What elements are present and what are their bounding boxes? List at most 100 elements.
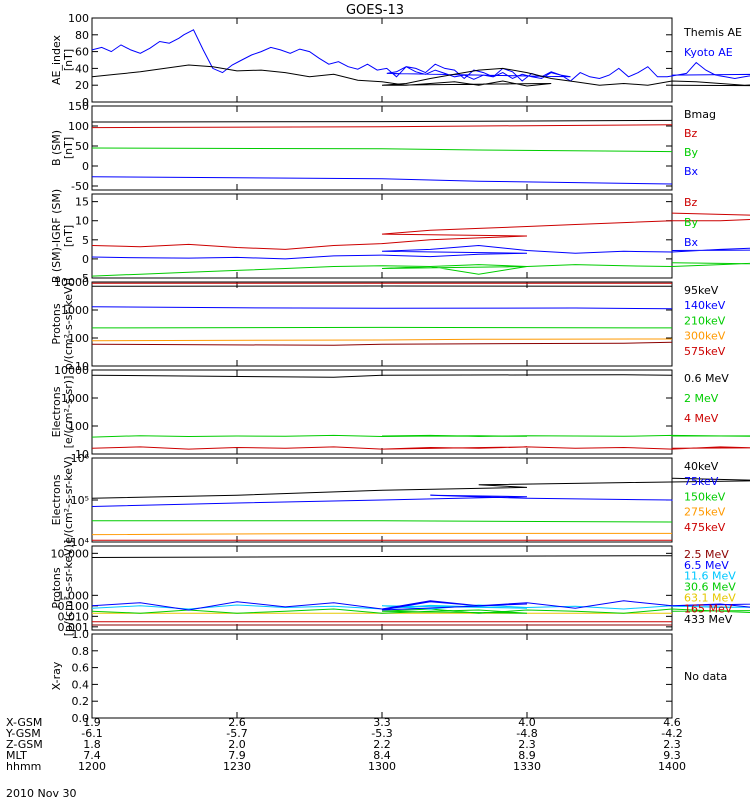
x-row-value: 7.4 <box>83 749 101 762</box>
panel-8: 1.0 0.8 0.6 0.4 0.2 0.0 X-ray No data <box>50 628 727 725</box>
series-line <box>91 374 673 378</box>
x-row-value: 2.3 <box>518 738 536 751</box>
legend-entry: 30.6 MeV <box>684 581 736 594</box>
x-row-value: 1.8 <box>83 738 101 751</box>
x-row-label: X-GSM <box>6 716 42 729</box>
y-tick-label: 0.6 <box>72 662 90 675</box>
legend-entry: 575keV <box>684 345 726 358</box>
legend-entry: 2 MeV <box>684 392 719 405</box>
y-tick-label: 60 <box>75 46 89 59</box>
no-data-note: No data <box>684 670 727 683</box>
panel-frame <box>91 17 673 103</box>
series-line <box>91 608 750 614</box>
x-row-value: 1330 <box>513 760 541 773</box>
y-axis-unit: [nT] <box>62 49 75 71</box>
legend-entry: 300keV <box>684 330 726 343</box>
x-row-value: 8.9 <box>518 749 536 762</box>
legend-entry: 4 MeV <box>684 412 719 425</box>
y-tick-label: 10⁴ <box>71 536 90 549</box>
legend-entry: 40keV <box>684 460 719 473</box>
series-line <box>91 446 750 450</box>
series-line <box>91 262 750 277</box>
x-row-value: 2.3 <box>663 738 681 751</box>
y-tick-label: 5 <box>82 234 89 247</box>
x-row-value: 1200 <box>78 760 106 773</box>
y-tick-label: 100 <box>68 120 89 133</box>
x-row-value: 8.4 <box>373 749 391 762</box>
panel-frame <box>91 369 673 455</box>
series-line <box>91 494 673 507</box>
series-line <box>91 341 673 346</box>
x-row-value: 4.6 <box>663 716 681 729</box>
y-axis-unit: [nT] <box>62 137 75 159</box>
y-tick-label: 150 <box>68 100 89 113</box>
date-label: 2010 Nov 30 <box>6 787 76 800</box>
y-tick-label: 0.8 <box>72 645 90 658</box>
series-line <box>91 604 750 610</box>
y-tick-label: 1000 <box>61 304 89 317</box>
series-line <box>91 600 750 611</box>
y-tick-label: 80 <box>75 29 89 42</box>
legend-entry: 6.5 MeV <box>684 559 729 572</box>
panel-5: 10000 1000 100 10 Electrons [e/(cm²-s-sr)] 0.6… <box>50 364 750 461</box>
y-tick-label: -5 <box>78 272 89 285</box>
y-axis-label: AE_index <box>50 34 63 85</box>
x-row-value: 3.3 <box>373 716 391 729</box>
legend-entry: 475keV <box>684 521 726 534</box>
x-row-value: -4.8 <box>516 727 537 740</box>
y-tick-label: 50 <box>75 140 89 153</box>
panel-frame <box>91 281 673 367</box>
series-line <box>91 477 750 499</box>
y-tick-label: 0.010 <box>58 610 90 623</box>
y-tick-label: 0 <box>82 160 89 173</box>
x-row-label: Z-GSM <box>6 738 43 751</box>
y-tick-label: 1000 <box>61 392 89 405</box>
y-axis-label: Electrons <box>50 474 63 525</box>
y-tick-label: 10 <box>75 448 89 461</box>
y-tick-label: 0 <box>82 96 89 109</box>
legend-entry: 210keV <box>684 314 726 327</box>
x-row-value: 1230 <box>223 760 251 773</box>
legend-entry: 75keV <box>684 475 719 488</box>
legend-entry: 433 MeV <box>684 613 733 626</box>
legend-entry: Bz <box>684 127 698 140</box>
y-tick-label: 10 <box>75 215 89 228</box>
series-line <box>91 124 673 129</box>
legend-entry: By <box>684 146 699 159</box>
legend-entry: Themis AE <box>683 26 742 39</box>
panel-3: 15 10 5 0 -5 B (SM)-IGRF (SM) [nT] Bz By Bx <box>50 189 750 285</box>
series-line <box>92 520 673 523</box>
y-tick-label: 15 <box>75 196 89 209</box>
y-tick-label: 10000 <box>54 276 89 289</box>
series-line <box>91 244 750 260</box>
x-row-value: 1300 <box>368 760 396 773</box>
x-axis-table: X-GSM 1.9 2.6 3.3 4.0 4.6 Y-GSM -6.1 -5.7 -5.3 -4.… <box>5 716 686 773</box>
series-line <box>91 147 673 153</box>
y-tick-label: 20 <box>75 79 89 92</box>
legend-entry: 2.5 MeV <box>684 548 729 561</box>
x-row-value: 9.3 <box>663 749 681 762</box>
y-tick-label: 0.001 <box>58 621 90 634</box>
x-row-value: -5.7 <box>226 727 247 740</box>
y-tick-label: 0.2 <box>72 695 90 708</box>
y-tick-label: 10⁵ <box>71 494 89 507</box>
y-axis-label: B (SM)-IGRF (SM) <box>50 189 63 283</box>
x-row-value: 1.9 <box>83 716 101 729</box>
y-tick-label: 10 <box>75 360 89 373</box>
y-tick-label: 0.100 <box>58 600 90 613</box>
y-tick-label: 1.000 <box>58 589 90 602</box>
series-line <box>91 326 673 329</box>
series-line <box>91 338 673 342</box>
series-line <box>91 306 673 310</box>
series-line <box>91 212 750 250</box>
y-axis-label: X-ray <box>50 661 63 690</box>
legend-entry: 95keV <box>684 284 719 297</box>
series-line <box>91 29 750 82</box>
y-tick-label: 100 <box>68 332 89 345</box>
x-row-value: 2.0 <box>228 738 246 751</box>
y-tick-label: -50 <box>71 180 89 193</box>
y-tick-label: 0 <box>82 253 89 266</box>
